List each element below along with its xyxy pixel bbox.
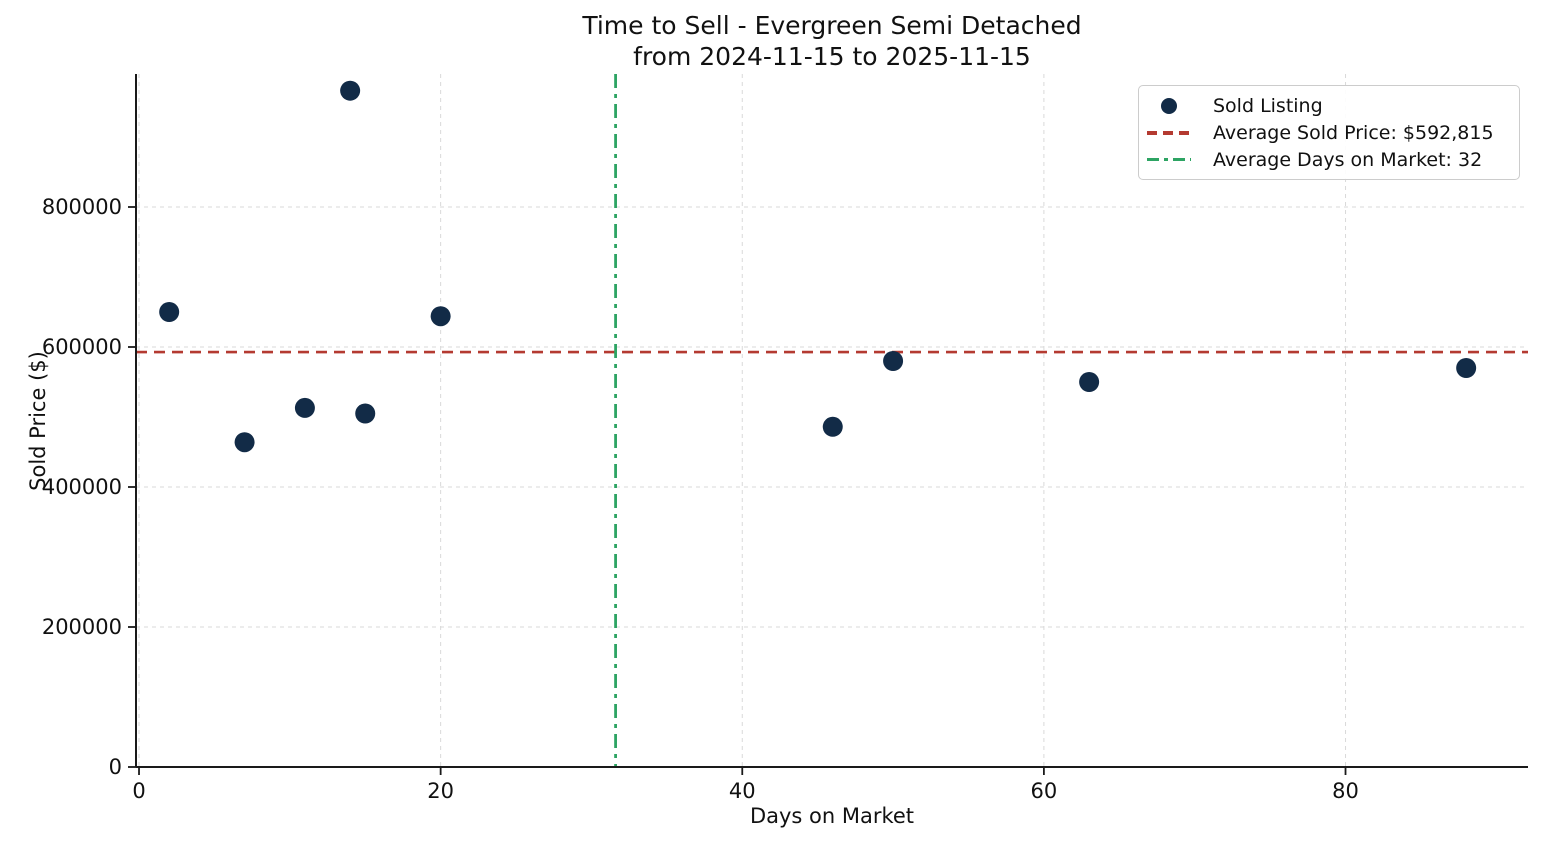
dashed-line-icon [1147,131,1191,135]
y-tick-label: 600000 [42,335,122,359]
chart-title-line2: from 2024-11-15 to 2025-11-15 [633,42,1031,71]
y-tick-label: 800000 [42,195,122,219]
chart-title-line1: Time to Sell - Evergreen Semi Detached [582,11,1082,40]
scatter-point [234,432,255,453]
scatter-point [159,302,180,322]
y-tick-label: 400000 [42,475,122,499]
x-axis-label: Days on Market [749,804,915,828]
x-tick-label: 60 [1031,779,1058,803]
legend-item-sold-listing: Sold Listing [1147,93,1509,120]
scatter-point [1456,358,1477,378]
x-tick-label: 80 [1332,779,1359,803]
legend-item-average-sold-price: Average Sold Price: $592,815 [1147,120,1509,147]
chart-title: Time to Sell - Evergreen Semi Detached f… [136,10,1528,72]
y-tick-label: 0 [109,755,122,779]
y-tick-label: 200000 [42,615,122,639]
circle-marker-icon [1147,98,1191,115]
legend-label: Average Sold Price: $592,815 [1213,122,1494,144]
scatter-point [294,397,315,418]
x-tick-label: 0 [132,779,145,803]
legend-item-average-days-on-market: Average Days on Market: 32 [1147,146,1509,173]
scatter-point [883,351,904,371]
scatter-point [1079,372,1100,392]
x-tick-label: 20 [427,779,454,803]
x-tick-label: 40 [729,779,756,803]
scatter-point [822,416,843,437]
scatter-point [355,403,376,424]
y-axis-label: Sold Price ($) [26,351,50,491]
scatter-point [340,80,361,101]
legend-label: Sold Listing [1213,95,1323,118]
legend-label: Average Days on Market: 32 [1213,148,1483,171]
scatter-point [430,306,451,327]
dashdot-line-icon [1147,157,1191,162]
legend-box: Sold Listing Average Sold Price: $592,81… [1138,85,1520,180]
